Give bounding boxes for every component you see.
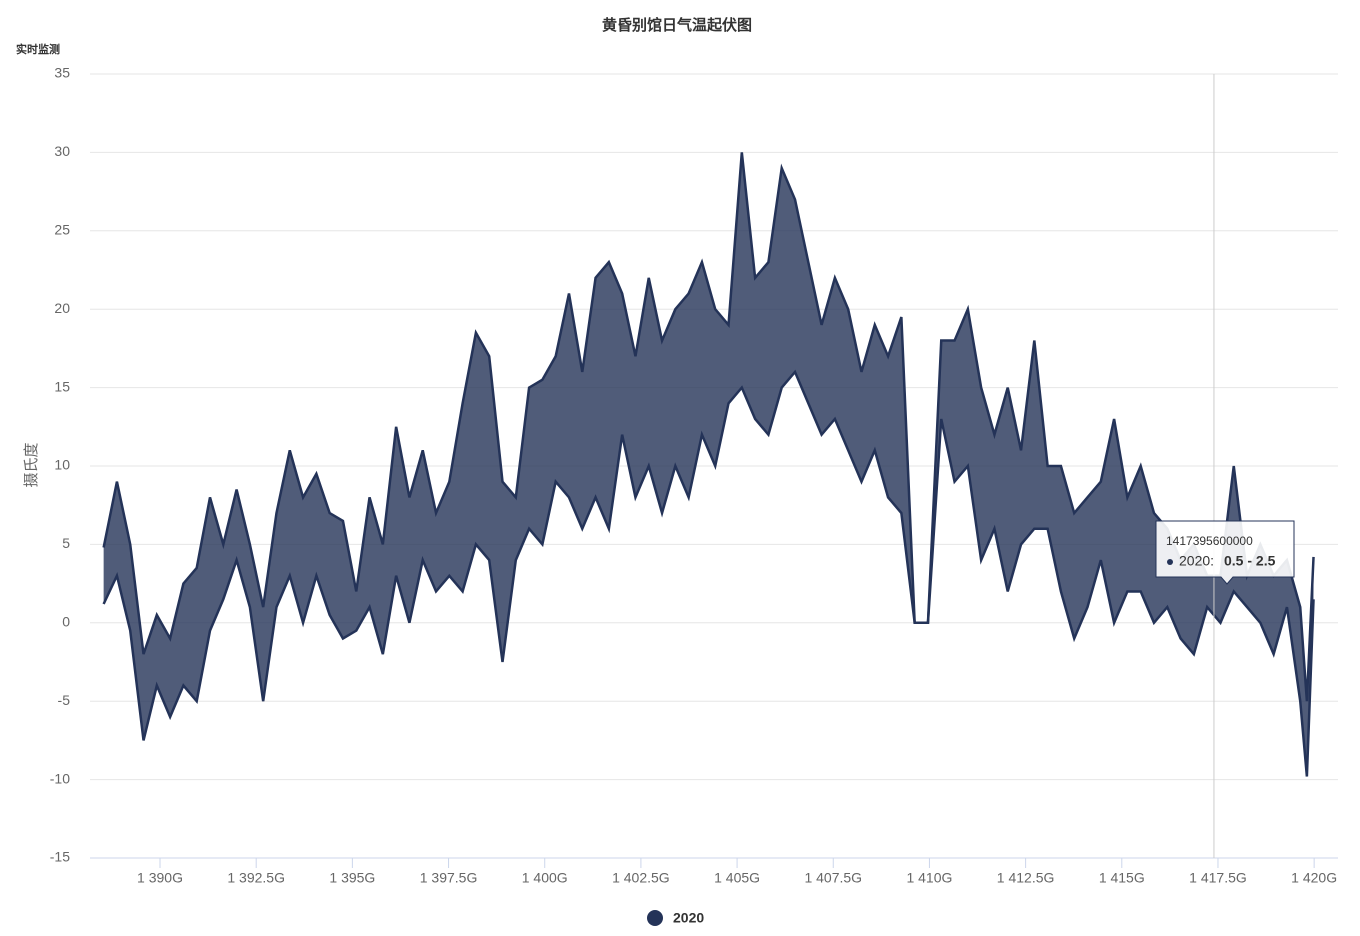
y-tick-label: 15	[54, 378, 70, 394]
chart-subtitle: 实时监测	[16, 42, 60, 56]
x-tick-label: 1 410G	[906, 870, 952, 886]
x-tick-label: 1 392.5G	[227, 870, 285, 886]
tooltip-range: 0.5 - 2.5	[1224, 553, 1276, 569]
y-tick-label: -10	[50, 770, 70, 786]
legend-marker	[647, 910, 663, 926]
tooltip-marker	[1167, 559, 1173, 565]
x-tick-label: 1 402.5G	[612, 870, 670, 886]
tooltip-box	[1155, 520, 1295, 585]
y-tick-label: 0	[62, 614, 70, 630]
x-tick-label: 1 397.5G	[420, 870, 478, 886]
y-tick-label: 35	[54, 65, 70, 81]
low-line	[102, 369, 1315, 777]
x-tick-label: 1 412.5G	[997, 870, 1055, 886]
tooltip-header: 1417395600000	[1166, 534, 1253, 548]
x-tick-label: 1 390G	[137, 870, 183, 886]
chart-title: 黄昏别馆日气温起伏图	[602, 16, 752, 34]
legend-label: 2020	[673, 910, 704, 926]
x-tick-label: 1 420G	[1291, 870, 1337, 886]
range-fill	[103, 152, 1314, 777]
y-tick-label: 10	[54, 457, 70, 473]
y-tick-label: 5	[62, 535, 70, 551]
y-tick-label: 30	[54, 143, 70, 159]
x-tick-label: 1 415G	[1099, 870, 1145, 886]
x-tick-label: 1 417.5G	[1189, 870, 1247, 886]
high-line	[102, 152, 1315, 702]
y-tick-label: -15	[50, 849, 70, 865]
tooltip: 1417395600000 2020: 0.5 - 2.5	[1155, 520, 1295, 585]
y-tick-label: 25	[54, 222, 70, 238]
tooltip-point-label: 2020:	[1179, 553, 1214, 569]
y-axis-title: 摄氏度	[23, 442, 40, 487]
x-tick-label: 1 407.5G	[804, 870, 862, 886]
y-tick-label: -5	[58, 692, 71, 708]
x-tick-label: 1 395G	[329, 870, 375, 886]
x-tick-label: 1 405G	[714, 870, 760, 886]
y-tick-label: 20	[54, 300, 70, 316]
x-tick-label: 1 400G	[522, 870, 568, 886]
